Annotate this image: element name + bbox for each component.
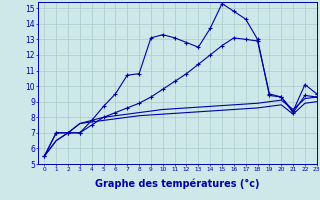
X-axis label: Graphe des températures (°c): Graphe des températures (°c): [95, 178, 260, 189]
